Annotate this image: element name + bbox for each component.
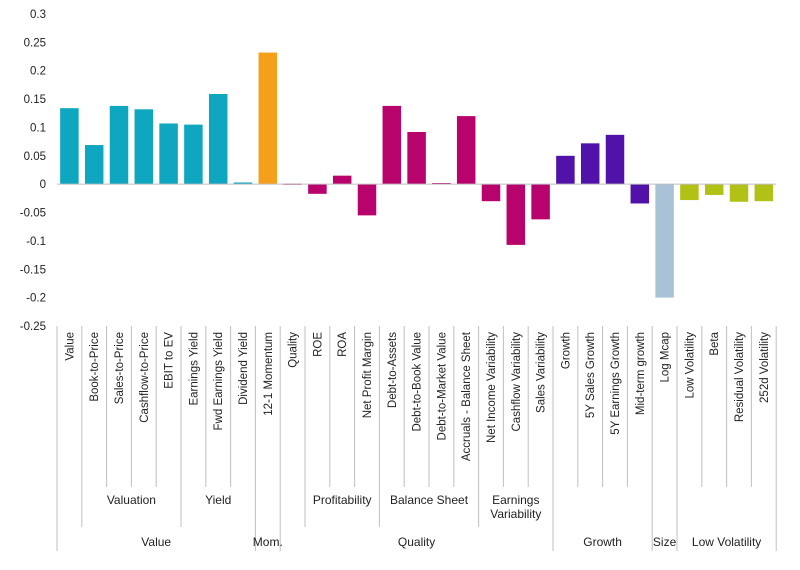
group-label-size: Size [653,535,677,549]
bar-5y-earnings-growth [605,134,625,185]
x-tick-label-mid-term-growth: Mid-term growth [635,332,647,415]
x-tick-label-debt-to-assets: Debt-to-Assets [387,332,399,408]
bar-mid-term-growth [630,184,650,204]
subgroup-label-balance-sheet: Balance Sheet [390,493,469,507]
y-tick-label: 0.25 [24,37,46,49]
x-axis-category-labels: Value Book-to-Price Sales-to-Price Cashflow… [56,326,777,551]
y-tick-label: -0.2 [26,293,46,305]
x-tick-label-sales-to-price: Sales-to-Price [114,332,126,404]
bar-dividend-yield [233,182,253,185]
bar-5y-sales-growth [580,143,600,185]
x-tick-label-net-income-variability: Net Income Variability [486,332,498,443]
x-tick-label-roe: ROE [312,332,324,357]
x-axis-subgroup-labels: Valuation Yield Profitability Balance Sheet… [107,493,542,521]
x-tick-label-book-to-price: Book-to-Price [89,332,101,402]
y-tick-label: 0.3 [30,9,46,21]
x-tick-label-low-volatility: Low Volatility [684,332,696,399]
x-tick-label-12-1-momentum: 12-1 Momentum [263,332,275,416]
y-tick-label: 0.15 [24,94,46,106]
x-tick-label-log-mcap: Log Mcap [660,332,672,383]
bar-debt-to-book-value [407,131,426,185]
x-tick-label-debt-to-market-value: Debt-to-Market Value [436,332,448,440]
group-label-value: Value [141,535,171,549]
x-tick-label-fwd-earnings-yield: Fwd Earnings Yield [213,332,225,430]
x-tick-label-cashflow-variability: Cashflow Variability [511,332,523,432]
bar-book-to-price [84,145,104,185]
x-tick-label-growth: Growth [560,332,572,369]
group-label-quality: Quality [398,535,435,549]
x-tick-label-252d-volatility: 252d Volatility [759,332,771,403]
subgroup-label-valuation: Valuation [107,493,156,507]
bar-growth [556,155,575,185]
y-axis: 0.3 0.25 0.2 0.15 0.1 0.05 0 -0.05 -0.1 -0.15 -0.2… [20,9,46,333]
y-tick-label: 0 [40,179,46,191]
y-tick-label: -0.1 [26,236,46,248]
bar-ebit-to-ev [159,123,178,185]
x-tick-label-debt-to-book-value: Debt-to-Book Value [412,332,424,432]
x-tick-label-5y-sales-growth: 5Y Sales Growth [585,332,597,418]
group-label-low-volatility: Low Volatility [692,535,761,549]
bar-252d-volatility [754,184,774,202]
bar-fwd-earnings-yield [208,93,228,185]
x-tick-label-cashflow-to-price: Cashflow-to-Price [139,332,151,423]
x-tick-label-roa: ROA [337,332,349,357]
bar-net-profit-margin [357,184,377,216]
x-tick-label-net-profit-margin: Net Profit Margin [362,332,374,418]
y-tick-label: -0.05 [20,208,46,220]
bar-accruals-balance-sheet [456,116,476,185]
bar-debt-to-assets [382,105,402,185]
x-tick-label-5y-earnings-growth: 5Y Earnings Growth [610,332,622,435]
y-tick-label: 0.2 [30,66,46,78]
bar-residual-volatility [729,184,749,202]
bar-log-mcap [655,184,674,298]
bar-earnings-yield [184,124,203,185]
x-tick-label-accruals-balance-sheet: Accruals - Balance Sheet [461,331,473,461]
y-tick-label: 0.1 [30,122,46,134]
bar-sales-to-price [109,105,129,185]
bar-value [60,108,79,185]
bar-net-income-variability [481,184,501,202]
group-label-growth: Growth [583,535,622,549]
y-tick-label: -0.25 [20,321,46,333]
x-tick-label-dividend-yield: Dividend Yield [238,332,250,405]
bar-sales-variability [531,184,550,220]
x-tick-label-earnings-yield: Earnings Yield [188,332,200,406]
bars [60,52,774,298]
x-tick-label-beta: Beta [709,331,721,355]
bar-roa [332,175,352,185]
bar-cashflow-to-price [134,109,154,185]
x-tick-label-sales-variability: Sales Variability [536,332,548,413]
x-tick-label-ebit-to-ev: EBIT to EV [164,332,176,389]
y-tick-label: 0.05 [24,151,46,163]
bar-cashflow-variability [506,184,526,245]
subgroup-label-profitability: Profitability [313,493,372,507]
group-label-mom: Mom. [253,535,283,549]
bar-roe [308,184,327,194]
subgroup-label-yield: Yield [205,493,231,507]
bar-beta [704,184,724,195]
x-tick-label-residual-volatility: Residual Volatility [734,332,746,422]
bar-debt-to-market-value [432,183,451,185]
x-axis-group-labels: Value Mom. Quality Growth Size Low Volatility [141,535,761,549]
x-tick-label-quality: Quality [288,332,300,368]
subgroup-label-earnings-variability: Earnings Variability [490,493,541,521]
bar-12-1-momentum [258,52,278,185]
bar-low-volatility [680,184,699,201]
x-tick-label-value: Value [64,332,76,361]
y-tick-label: -0.15 [20,264,46,276]
